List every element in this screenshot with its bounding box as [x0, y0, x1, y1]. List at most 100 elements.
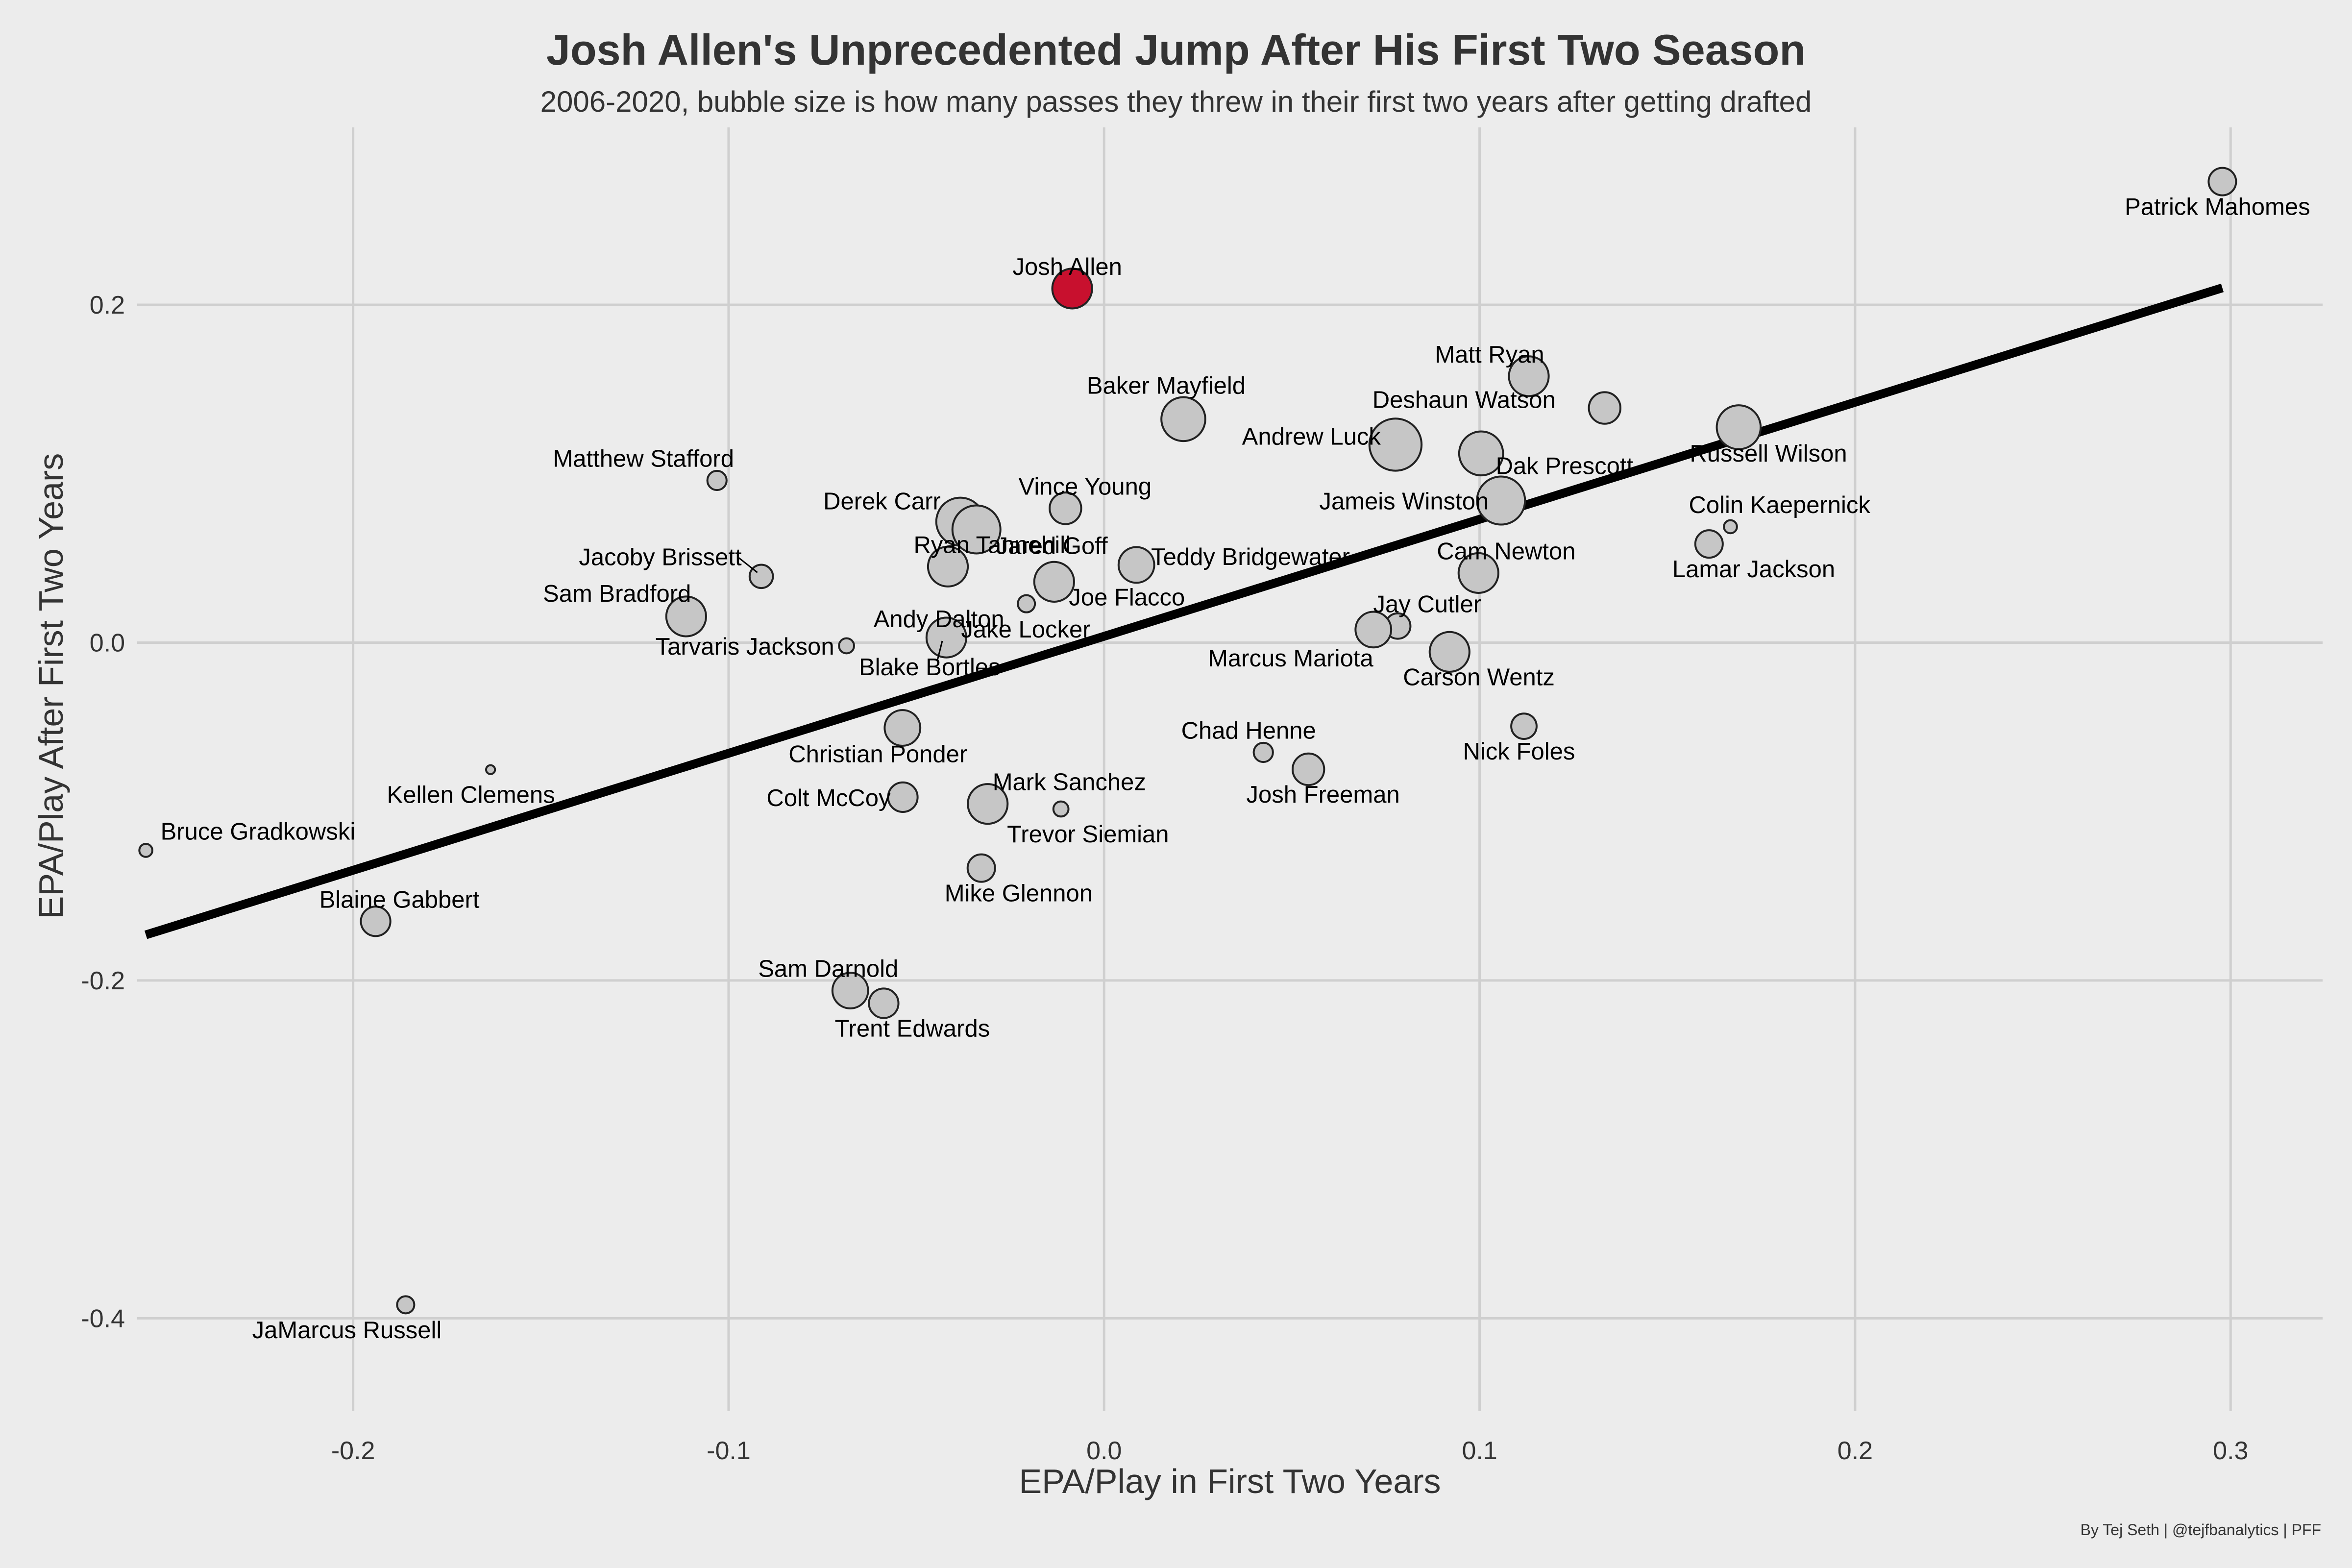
point-label: Matt Ryan [1435, 342, 1544, 368]
data-point [967, 783, 1009, 825]
data-point [951, 504, 1002, 555]
point-label: Carson Wentz [1403, 664, 1555, 690]
data-point [1588, 391, 1621, 425]
chart-title: Josh Allen's Unprecedented Jump After Hi… [546, 25, 1806, 74]
y-axis-label: EPA/Play After First Two Years [32, 453, 70, 919]
x-tick-label: 0.3 [2213, 1437, 2248, 1465]
point-label: Ryan Tannehill [913, 532, 1071, 558]
y-axis-ticks: -0.4 -0.2 0.0 0.2 [81, 291, 125, 1333]
point-labels: Patrick Mahomes Josh Allen Matt Ryan Deshau… [161, 194, 2310, 1344]
point-label: Lamar Jackson [1672, 556, 1835, 583]
data-point [1291, 752, 1325, 786]
point-label: Jared Goff [996, 533, 1108, 559]
point-label: Matthew Stafford [553, 446, 734, 472]
point-label: Sam Bradford [543, 581, 691, 607]
data-point [1457, 552, 1499, 594]
data-point [1049, 491, 1082, 525]
data-point [485, 764, 496, 775]
point-label: Dak Prescott [1496, 453, 1634, 479]
point-label: Teddy Bridgewater [1151, 544, 1350, 570]
point-label: Josh Freeman [1247, 782, 1400, 808]
point-label: Blake Bortles [859, 654, 1001, 681]
point-label: Nick Foles [1463, 738, 1575, 765]
x-axis-label: EPA/Play in First Two Years [1019, 1462, 1441, 1500]
point-label: Jacoby Brissett [579, 544, 742, 570]
point-label: Marcus Mariota [1208, 645, 1373, 672]
data-point [1033, 561, 1075, 603]
data-point [831, 972, 869, 1010]
label-leader-line [738, 557, 758, 573]
point-label: Cam Newton [1437, 538, 1575, 564]
x-tick-label: 0.0 [1086, 1437, 1122, 1465]
point-label: Colt McCoy [766, 785, 891, 811]
x-tick-label: -0.1 [707, 1437, 751, 1465]
data-point [1715, 404, 1762, 450]
point-label: Trent Edwards [834, 1015, 990, 1042]
data-point [1694, 529, 1724, 559]
data-point [887, 781, 919, 813]
data-point [1723, 519, 1738, 535]
data-point [1510, 712, 1538, 740]
data-point [706, 469, 728, 491]
data-point [1160, 396, 1206, 442]
point-label: Colin Kaepernick [1689, 492, 1871, 518]
data-point [927, 545, 969, 588]
point-label: Blaine Gabbert [319, 886, 480, 913]
label-leader-line [936, 640, 943, 661]
point-label: Mike Glennon [945, 881, 1093, 907]
data-point [838, 637, 855, 655]
trend-line [144, 283, 2224, 939]
point-label: Christian Ponder [788, 741, 967, 768]
point-label: Joe Flacco [1069, 584, 1185, 611]
point-label: Jameis Winston [1319, 489, 1489, 515]
point-label: Kellen Clemens [387, 782, 555, 808]
point-label: Vince Young [1019, 473, 1152, 500]
point-label: Andrew Luck [1242, 423, 1381, 450]
data-point [1508, 355, 1550, 397]
point-label: Mark Sanchez [993, 769, 1146, 796]
y-tick-label: 0.2 [90, 291, 125, 319]
data-point [1368, 417, 1423, 472]
trend-line-group [144, 283, 2224, 939]
data-point [1052, 800, 1070, 818]
point-label: Jay Cutler [1373, 591, 1482, 618]
x-tick-label: 0.1 [1462, 1437, 1497, 1465]
data-point [1117, 546, 1155, 584]
point-label: Deshaun Watson [1372, 387, 1556, 414]
y-tick-label: 0.0 [90, 629, 125, 657]
chart-caption: By Tej Seth | @tejfbanalytics | PFF [2081, 1521, 2321, 1539]
data-point [1252, 741, 1274, 763]
x-tick-label: -0.2 [331, 1437, 375, 1465]
point-label: Russell Wilson [1690, 441, 1847, 467]
grid-lines [137, 127, 2323, 1411]
point-label: Baker Mayfield [1087, 372, 1246, 399]
data-point [1354, 611, 1393, 649]
data-point [1051, 268, 1093, 310]
y-tick-label: -0.4 [81, 1304, 125, 1333]
point-label: Trevor Siemian [1007, 821, 1169, 848]
data-point [1017, 594, 1036, 613]
x-axis-ticks: -0.2 -0.1 0.0 0.1 0.2 0.3 [331, 1437, 2249, 1465]
chart-subtitle: 2006-2020, bubble size is how many passe… [540, 85, 1812, 118]
data-point [665, 595, 707, 637]
point-label: Derek Carr [823, 489, 941, 515]
data-point [396, 1295, 416, 1315]
x-tick-label: 0.2 [1838, 1437, 1873, 1465]
data-point [360, 906, 392, 937]
point-label: Patrick Mahomes [2125, 194, 2310, 220]
data-point [138, 843, 153, 858]
data-point [1458, 430, 1504, 477]
y-tick-label: -0.2 [81, 967, 125, 995]
point-label: Josh Allen [1012, 254, 1122, 280]
point-label: JaMarcus Russell [252, 1317, 442, 1344]
point-label: Sam Darnold [758, 956, 898, 982]
data-point [2207, 167, 2237, 196]
point-label: Jake Locker [961, 616, 1090, 643]
point-label: Andy Dalton [874, 606, 1004, 633]
point-label: Bruce Gradkowski [161, 818, 356, 845]
data-point [868, 987, 900, 1019]
point-label: Chad Henne [1181, 718, 1316, 744]
data-point [966, 853, 996, 883]
